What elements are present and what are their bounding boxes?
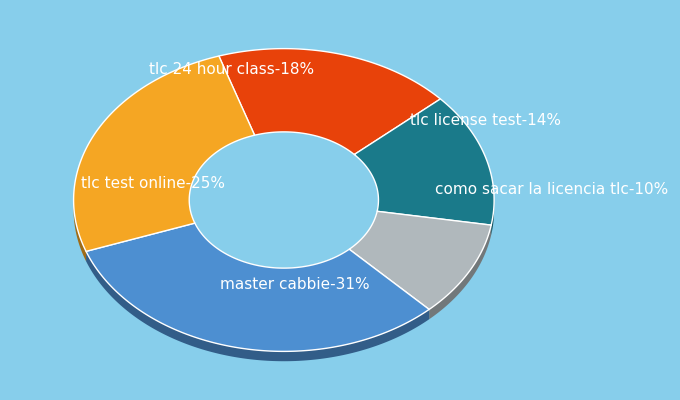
Text: como sacar la licencia tlc-10%: como sacar la licencia tlc-10% bbox=[435, 182, 668, 197]
PathPatch shape bbox=[491, 201, 494, 235]
Text: tlc test online-25%: tlc test online-25% bbox=[82, 176, 226, 191]
PathPatch shape bbox=[73, 200, 86, 261]
PathPatch shape bbox=[189, 200, 195, 233]
PathPatch shape bbox=[350, 211, 491, 310]
PathPatch shape bbox=[219, 49, 441, 154]
PathPatch shape bbox=[73, 56, 254, 251]
Text: tlc license test-14%: tlc license test-14% bbox=[410, 113, 561, 128]
PathPatch shape bbox=[350, 211, 377, 259]
PathPatch shape bbox=[195, 223, 350, 278]
PathPatch shape bbox=[354, 99, 494, 225]
Text: master cabbie-31%: master cabbie-31% bbox=[220, 277, 369, 292]
Text: tlc 24 hour class-18%: tlc 24 hour class-18% bbox=[149, 62, 314, 77]
PathPatch shape bbox=[86, 223, 429, 351]
PathPatch shape bbox=[86, 251, 429, 361]
PathPatch shape bbox=[377, 200, 379, 221]
PathPatch shape bbox=[429, 225, 491, 319]
